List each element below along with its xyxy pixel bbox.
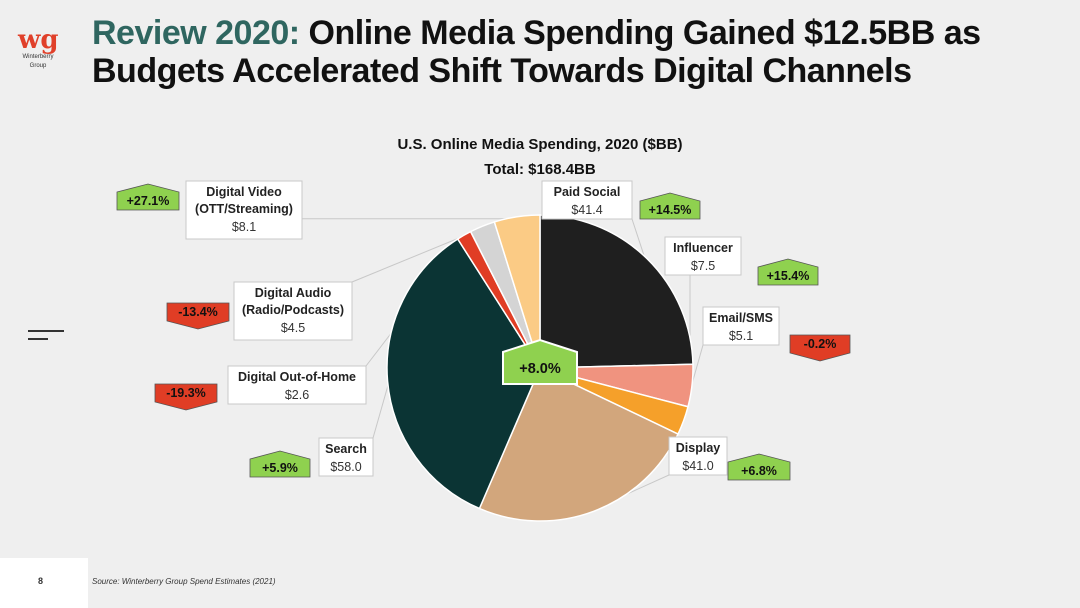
slice-value-email-sms: $5.1 — [729, 329, 753, 343]
total-change-text: +8.0% — [519, 361, 561, 377]
label-box-search — [318, 437, 374, 477]
slice-label-paid-social: Paid Social — [554, 185, 621, 199]
logo-name-line2: Group — [29, 63, 47, 69]
change-text-search: +5.9% — [262, 461, 298, 475]
slice-label-digital-video: Digital Video — [206, 185, 282, 199]
label-box-influencer — [664, 236, 742, 276]
chart-subtitle: Total: $168.4BB — [484, 161, 596, 178]
title-rest: Online Media Spending Gained $12.5BB as … — [92, 14, 981, 90]
change-text-digital-out-of-home: -19.3% — [166, 386, 206, 400]
slice-label-display: Display — [676, 441, 721, 455]
menu-icon — [28, 330, 64, 346]
pie-slice-search — [386, 237, 541, 510]
pie-slice-display — [478, 366, 680, 522]
change-text-influencer: +15.4% — [767, 269, 810, 283]
total-change-badge — [502, 338, 578, 385]
slice-value-digital-audio: $4.5 — [281, 321, 305, 335]
change-badge-digital-video — [116, 183, 180, 211]
change-badge-display — [727, 453, 791, 481]
change-text-digital-video: +27.1% — [127, 194, 170, 208]
slice-label-influencer: Influencer — [673, 241, 733, 255]
slice-label-digital-out-of-home: Digital Out-of-Home — [238, 370, 356, 384]
label-box-email-sms — [702, 306, 780, 346]
page-number-box: 8 — [0, 558, 88, 608]
change-badge-digital-out-of-home — [154, 383, 218, 411]
slice-label-email-sms: Email/SMS — [709, 311, 773, 325]
slice-value-digital-out-of-home: $2.6 — [285, 388, 309, 402]
change-badge-paid-social — [639, 192, 701, 220]
footer: 8 Source: Winterberry Group Spend Estima… — [0, 558, 1080, 608]
change-text-paid-social: +14.5% — [649, 203, 692, 217]
logo-mark: wg — [18, 25, 59, 55]
leader-line-search — [372, 379, 390, 439]
slice-label-search: Search — [325, 442, 367, 456]
label-box-digital-video — [185, 180, 303, 240]
slice-value-paid-social: $41.4 — [571, 203, 602, 217]
label-box-paid-social — [541, 180, 633, 220]
change-text-digital-audio: -13.4% — [178, 305, 218, 319]
change-text-email-sms: -0.2% — [804, 337, 837, 351]
label-box-digital-audio — [233, 281, 353, 341]
slice-value-influencer: $7.5 — [691, 259, 715, 273]
slice-label-digital-audio: Digital Audio — [255, 286, 332, 300]
label-box-display — [668, 436, 728, 476]
change-text-display: +6.8% — [741, 464, 777, 478]
change-badge-email-sms — [789, 334, 851, 362]
label-box-digital-out-of-home — [227, 365, 367, 405]
logo-name-line1: Winterberry — [22, 54, 54, 60]
slice-label-digital-video: (OTT/Streaming) — [195, 202, 293, 216]
change-badge-digital-audio — [166, 302, 230, 330]
slice-value-display: $41.0 — [682, 459, 713, 473]
brand-logo: wg Winterberry Group — [18, 25, 59, 70]
page-number: 8 — [38, 576, 44, 586]
title-accent: Review 2020: — [92, 14, 300, 52]
change-badge-influencer — [757, 258, 819, 286]
slice-label-digital-audio: (Radio/Podcasts) — [242, 303, 344, 317]
pie-slice-digital-video — [493, 214, 541, 369]
slice-value-digital-video: $8.1 — [232, 220, 256, 234]
chart-title: U.S. Online Media Spending, 2020 ($BB) — [397, 136, 682, 153]
source-note: Source: Winterberry Group Spend Estimate… — [92, 577, 276, 586]
slice-value-search: $58.0 — [330, 460, 361, 474]
leader-line-paid-social — [631, 218, 646, 261]
change-badge-search — [249, 450, 311, 478]
page-title: Review 2020: Online Media Spending Gaine… — [92, 14, 1052, 90]
